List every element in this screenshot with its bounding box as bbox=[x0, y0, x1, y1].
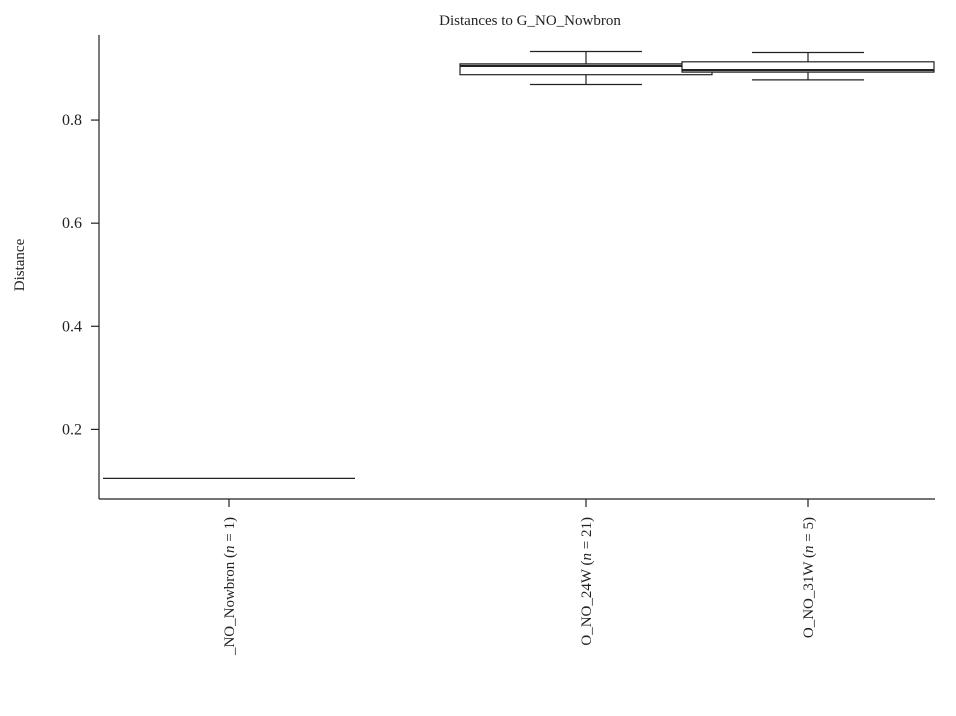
chart-title: Distances to G_NO_Nowbron bbox=[439, 13, 621, 29]
category-label-prefix: _NO_Nowbron ( bbox=[222, 553, 238, 656]
category-label: O_NO_24W (n = 21) bbox=[579, 517, 595, 646]
category-label-suffix: ) bbox=[801, 517, 817, 522]
box-2 bbox=[459, 50, 713, 86]
equals-sign: = bbox=[801, 530, 817, 546]
equals-sign: = bbox=[222, 530, 238, 546]
y-tick-label: 0.4 bbox=[62, 318, 82, 335]
n-symbol: n bbox=[801, 545, 817, 553]
x-axis-ticks: _NO_Nowbron (n = 1)O_NO_24W (n = 21)O_NO… bbox=[222, 499, 817, 656]
category-count: 5 bbox=[801, 522, 817, 530]
category-label: O_NO_31W (n = 5) bbox=[801, 517, 817, 638]
iqr-box bbox=[681, 61, 935, 73]
category-count: 21 bbox=[579, 522, 595, 537]
category-label: _NO_Nowbron (n = 1) bbox=[222, 517, 238, 656]
category-label-suffix: ) bbox=[222, 517, 238, 522]
category-count: 1 bbox=[222, 522, 238, 530]
y-tick-label: 0.8 bbox=[62, 112, 82, 129]
category-label-prefix: O_NO_24W ( bbox=[579, 560, 595, 645]
y-axis-label: Distance bbox=[12, 238, 28, 291]
y-axis-ticks: 0.2 0.4 0.6 0.8 bbox=[62, 112, 99, 438]
y-tick-label: 0.6 bbox=[62, 215, 82, 232]
y-tick-label: 0.2 bbox=[62, 421, 82, 438]
n-symbol: n bbox=[222, 545, 238, 553]
box-3 bbox=[681, 51, 935, 81]
n-symbol: n bbox=[579, 553, 595, 561]
box-series bbox=[103, 50, 935, 479]
category-label-suffix: ) bbox=[579, 517, 595, 522]
equals-sign: = bbox=[579, 537, 595, 553]
category-label-prefix: O_NO_31W ( bbox=[801, 553, 817, 638]
